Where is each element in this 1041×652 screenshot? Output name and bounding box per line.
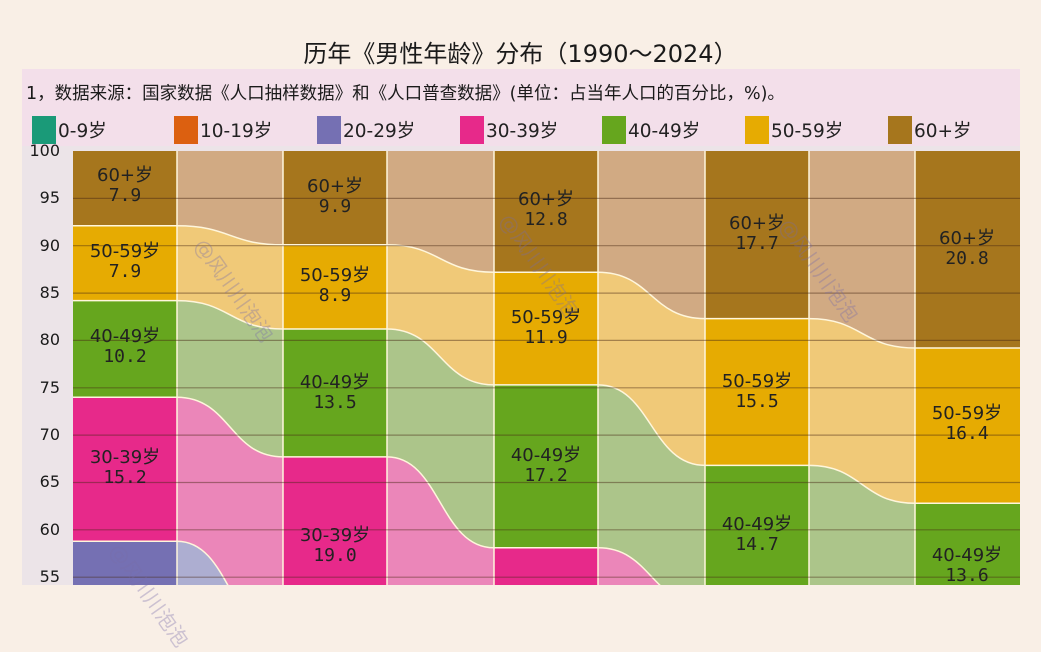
bar-segment-30-39 [73, 397, 177, 542]
segment-label: 40-49岁 17.2 [510, 445, 582, 486]
flow-60plus [387, 151, 494, 273]
data-source-note: 1，数据来源：国家数据《人口抽样数据》和《人口普查数据》(单位：占当年人口的百分… [26, 84, 785, 104]
segment-label: 40-49岁 13.5 [299, 372, 371, 413]
bar-segment-40-49 [494, 384, 598, 548]
segment-label: 60+岁 12.8 [518, 189, 574, 230]
segment-label: 40-49岁 13.6 [931, 545, 1003, 586]
bar-segment-30-39 [283, 456, 387, 585]
bar-segment-60plus [283, 151, 387, 245]
flow-50-59 [809, 318, 915, 504]
legend-swatch-30-39 [460, 116, 484, 144]
flow-50-59 [387, 244, 494, 385]
legend-item-20-29: 20-29岁 [317, 116, 415, 144]
legend-item-30-39: 30-39岁 [460, 116, 558, 144]
legend-label: 50-59岁 [771, 121, 844, 142]
flow-30-39 [387, 456, 494, 585]
flow-40-49 [387, 329, 494, 548]
flow-40-49 [177, 300, 283, 457]
legend-item-10-19: 10-19岁 [174, 116, 272, 144]
legend-label: 30-39岁 [486, 121, 559, 142]
bar-segment-50-59 [494, 272, 598, 385]
y-tick: 55 [39, 567, 60, 586]
flow-40-49 [809, 465, 915, 585]
flow-20-29 [177, 541, 228, 585]
bar-segment-50-59 [73, 225, 177, 301]
segment-label: 50-59岁 8.9 [299, 265, 371, 306]
bar-segment-50-59 [915, 348, 1020, 504]
legend-label: 20-29岁 [343, 121, 416, 142]
y-tick: 100 [29, 141, 60, 160]
legend-item-40-49: 40-49岁 [602, 116, 700, 144]
bar-segment-40-49 [73, 300, 177, 398]
bar-segment-60plus [915, 151, 1020, 348]
legend-label: 0-9岁 [58, 121, 107, 142]
bar-segment-40-49 [915, 503, 1020, 585]
segment-label: 60+岁 20.8 [939, 228, 995, 269]
chart-title: 历年《男性年龄》分布（1990～2024） [303, 40, 738, 68]
y-tick: 85 [39, 283, 60, 302]
stacked-bars [73, 151, 1020, 585]
alluvial-chart [73, 151, 1020, 585]
y-tick: 75 [39, 378, 60, 397]
legend-item-0-9: 0-9岁 [32, 116, 107, 144]
y-tick: 60 [39, 520, 60, 539]
y-tick: 95 [39, 188, 60, 207]
segment-label: 60+岁 9.9 [307, 176, 363, 217]
flow-60plus [177, 151, 283, 245]
bar-segment-60plus [494, 151, 598, 273]
segment-label: 30-39岁 19.0 [299, 525, 371, 566]
bar-segment-20-29 [73, 541, 177, 585]
bar-segment-40-49 [705, 465, 809, 585]
flow-30-39 [177, 397, 283, 585]
segment-label: 40-49岁 10.2 [89, 326, 161, 367]
flow-60plus [809, 151, 915, 348]
legend-swatch-40-49 [602, 116, 626, 144]
bar-segment-30-39 [494, 547, 598, 585]
bar-segment-60plus [73, 151, 177, 226]
flow-30-39 [598, 547, 660, 585]
legend-label: 40-49岁 [628, 121, 701, 142]
bar-segment-40-49 [283, 329, 387, 457]
legend-label: 10-19岁 [200, 121, 273, 142]
y-tick: 65 [39, 472, 60, 491]
legend-swatch-10-19 [174, 116, 198, 144]
legend-swatch-20-29 [317, 116, 341, 144]
flow-50-59 [598, 272, 705, 466]
flow-bands [176, 151, 916, 585]
segment-label: 50-59岁 7.9 [89, 241, 161, 282]
legend-swatch-0-9 [32, 116, 56, 144]
segment-label: 60+岁 7.9 [97, 165, 153, 206]
flow-40-49 [598, 384, 705, 585]
bar-borders [73, 151, 1020, 585]
gridlines [73, 197, 1020, 578]
bar-segment-60plus [705, 151, 809, 319]
legend-item-50-59: 50-59岁 [745, 116, 843, 144]
y-tick: 70 [39, 425, 60, 444]
legend-label: 60+岁 [914, 121, 972, 142]
segment-label: 50-59岁 11.9 [510, 307, 582, 348]
bar-segment-50-59 [705, 318, 809, 466]
bar-segment-50-59 [283, 244, 387, 329]
legend-swatch-50-59 [745, 116, 769, 144]
y-tick: 90 [39, 236, 60, 255]
segment-label: 60+岁 17.7 [729, 213, 785, 254]
segment-label: 40-49岁 14.7 [721, 514, 793, 555]
segment-label: 50-59岁 16.4 [931, 403, 1003, 444]
segment-label: 50-59岁 15.5 [721, 371, 793, 412]
legend-item-60-plus: 60+岁 [888, 116, 972, 144]
legend-swatch-60-plus [888, 116, 912, 144]
y-tick: 80 [39, 330, 60, 349]
segment-label: 30-39岁 15.2 [89, 447, 161, 488]
